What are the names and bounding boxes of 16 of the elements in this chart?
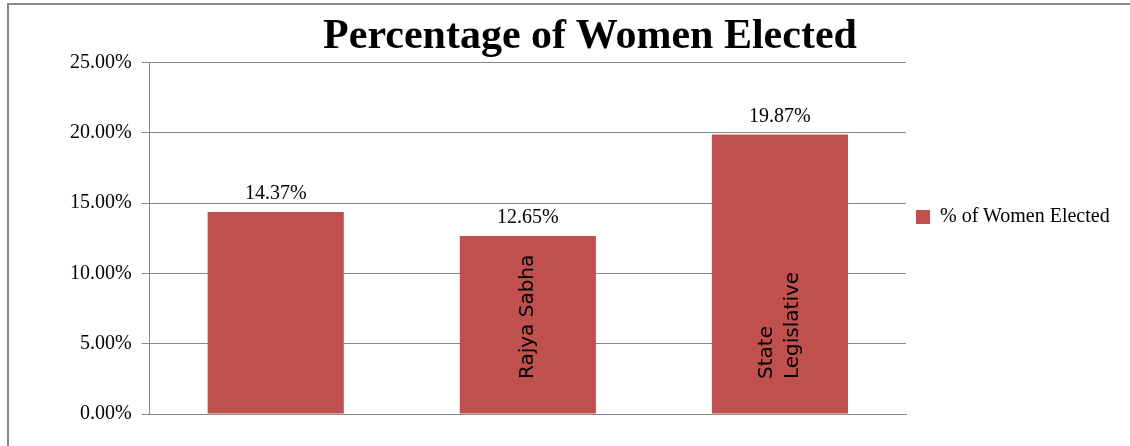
x-tick-label: State Legislative — [753, 271, 804, 379]
y-tick-label: 0.00% — [79, 401, 132, 424]
y-tick-label: 20.00% — [69, 119, 132, 142]
bar — [459, 236, 596, 414]
data-label: 19.87% — [749, 103, 811, 126]
data-label: 14.37% — [244, 181, 307, 204]
bar — [711, 134, 849, 414]
data-label: 12.65% — [497, 205, 559, 228]
y-tick-label: 10.00% — [69, 260, 132, 283]
y-tick-label: 25.00% — [69, 49, 132, 72]
x-tick-label: Rajya Sabha — [514, 254, 539, 379]
chart-title: Percentage of Women Elected — [323, 11, 857, 58]
bar — [207, 211, 344, 414]
legend-label: % of Women Elected — [940, 204, 1110, 227]
y-tick-label: 15.00% — [69, 190, 132, 213]
y-tick-label: 5.00% — [79, 330, 132, 353]
